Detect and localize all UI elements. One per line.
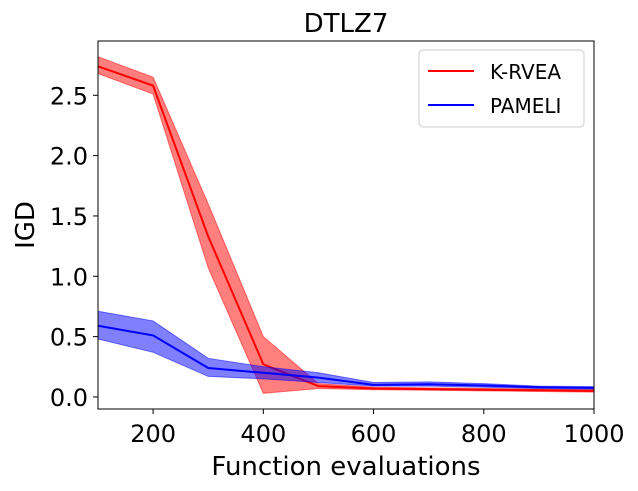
x-tick-label: 400 <box>240 420 286 448</box>
legend-label-k-rvea: K-RVEA <box>490 60 561 84</box>
line-k-rvea <box>97 65 595 392</box>
y-axis: 0.0 0.5 1.0 1.5 2.0 2.5 <box>50 82 98 412</box>
x-axis: 200 400 600 800 1000 <box>130 409 625 448</box>
legend-label-pameli: PAMELI <box>490 94 561 118</box>
line-pameli <box>97 324 595 389</box>
x-tick-label: 800 <box>461 420 507 448</box>
chart-title: DTLZ7 <box>304 9 389 39</box>
y-tick-label: 2.5 <box>50 82 88 110</box>
y-tick-label: 0.5 <box>50 324 88 352</box>
legend-box <box>418 49 585 128</box>
x-axis-title: Function evaluations <box>211 452 480 482</box>
x-tick-label: 600 <box>351 420 397 448</box>
plot-frame <box>97 40 595 410</box>
x-tick-label: 1000 <box>563 420 624 448</box>
y-tick-label: 1.0 <box>50 263 88 291</box>
x-tick-label: 200 <box>130 420 176 448</box>
y-tick-label: 2.0 <box>50 143 88 171</box>
legend: K-RVEA PAMELI <box>418 49 585 128</box>
y-axis-title: IGD <box>11 201 41 249</box>
band-pameli <box>97 310 595 390</box>
y-tick-label: 0.0 <box>50 384 88 412</box>
y-tick-label: 1.5 <box>50 203 88 231</box>
